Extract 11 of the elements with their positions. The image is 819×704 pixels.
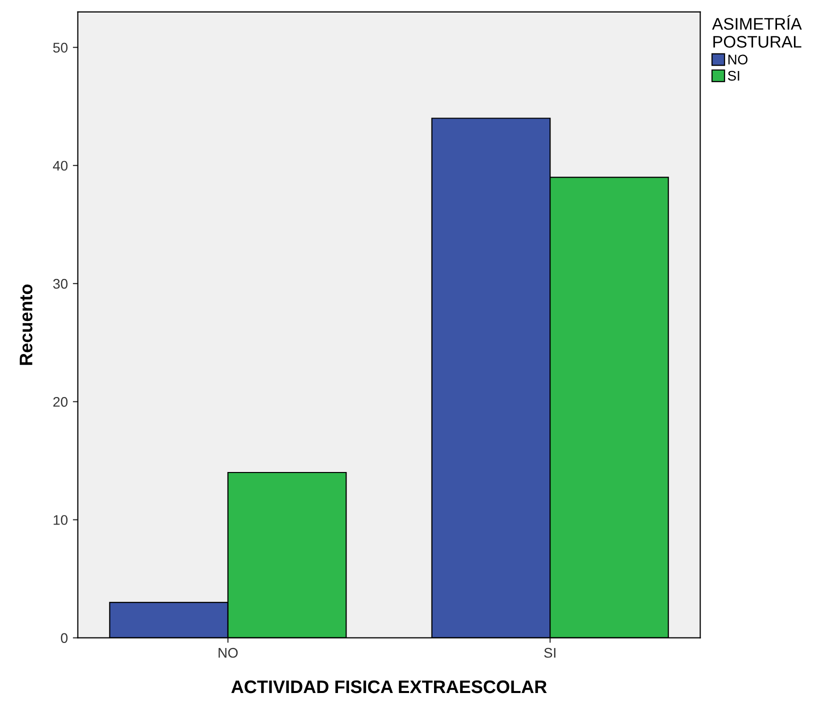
y-axis-title: Recuento [20, 284, 32, 365]
y-tick-label: 20 [53, 396, 68, 407]
x-axis-title: ACTIVIDAD FISICA EXTRAESCOLAR [231, 680, 547, 694]
legend-title: ASIMETRÍA POSTURAL [712, 15, 802, 48]
y-tick-label: 30 [53, 278, 68, 289]
y-tick-label: 50 [53, 42, 68, 53]
y-tick-label: 10 [54, 515, 68, 525]
legend-label: NO [728, 54, 748, 64]
y-tick-label: 0 [60, 633, 68, 643]
legend-label: SI [728, 70, 740, 81]
y-tick-label: 40 [52, 160, 68, 171]
